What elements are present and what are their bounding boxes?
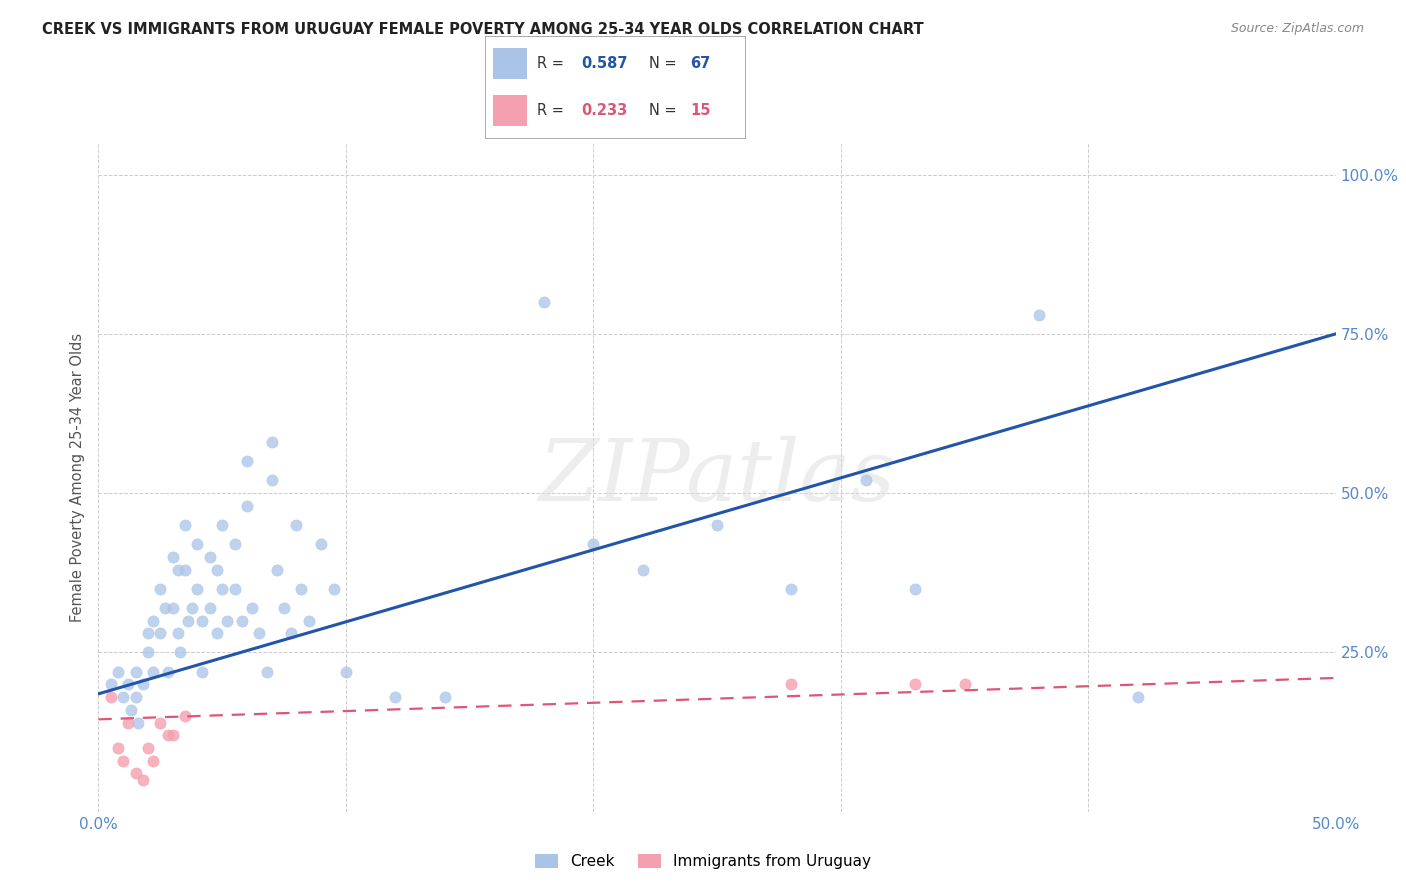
Point bbox=[162, 600, 184, 615]
Point bbox=[236, 454, 259, 468]
Point bbox=[384, 690, 406, 704]
Text: N =: N = bbox=[650, 56, 681, 70]
Point bbox=[280, 626, 302, 640]
Point bbox=[124, 665, 146, 679]
Point bbox=[149, 626, 172, 640]
Point bbox=[240, 600, 263, 615]
Point bbox=[260, 474, 283, 488]
Point bbox=[904, 582, 927, 596]
Point bbox=[100, 690, 122, 704]
Point bbox=[166, 563, 188, 577]
Point bbox=[149, 715, 172, 730]
Y-axis label: Female Poverty Among 25-34 Year Olds: Female Poverty Among 25-34 Year Olds bbox=[70, 333, 86, 622]
Point bbox=[100, 677, 122, 691]
Point bbox=[120, 703, 142, 717]
Point bbox=[136, 645, 159, 659]
Point bbox=[107, 665, 129, 679]
Point bbox=[706, 518, 728, 533]
Point bbox=[117, 677, 139, 691]
Point bbox=[780, 677, 803, 691]
Point bbox=[285, 518, 308, 533]
Point bbox=[112, 690, 135, 704]
Point bbox=[112, 754, 135, 768]
Bar bbox=[494, 48, 527, 78]
Text: ZIPatlas: ZIPatlas bbox=[538, 436, 896, 518]
Point bbox=[132, 677, 155, 691]
Point bbox=[309, 537, 332, 551]
Point bbox=[155, 600, 177, 615]
Point bbox=[198, 600, 221, 615]
Point bbox=[132, 772, 155, 787]
Point bbox=[211, 518, 233, 533]
Text: 0.233: 0.233 bbox=[581, 103, 627, 118]
Point bbox=[256, 665, 278, 679]
Point bbox=[322, 582, 344, 596]
Point bbox=[780, 582, 803, 596]
Point bbox=[142, 614, 165, 628]
Point bbox=[298, 614, 321, 628]
Text: N =: N = bbox=[650, 103, 681, 118]
Legend: Creek, Immigrants from Uruguay: Creek, Immigrants from Uruguay bbox=[529, 848, 877, 875]
Point bbox=[124, 766, 146, 780]
Point bbox=[142, 665, 165, 679]
Point bbox=[169, 645, 191, 659]
Point bbox=[217, 614, 239, 628]
Point bbox=[136, 741, 159, 756]
Point bbox=[117, 715, 139, 730]
Point bbox=[186, 537, 208, 551]
Point bbox=[266, 563, 288, 577]
Text: 0.587: 0.587 bbox=[581, 56, 628, 70]
Point bbox=[533, 295, 555, 310]
Point bbox=[855, 474, 877, 488]
Point bbox=[273, 600, 295, 615]
Point bbox=[224, 582, 246, 596]
Point bbox=[433, 690, 456, 704]
Point bbox=[174, 518, 197, 533]
Point bbox=[162, 549, 184, 564]
Text: R =: R = bbox=[537, 103, 568, 118]
Point bbox=[247, 626, 270, 640]
Point bbox=[186, 582, 208, 596]
Point bbox=[582, 537, 605, 551]
Point bbox=[162, 728, 184, 742]
Point bbox=[156, 665, 179, 679]
Point bbox=[107, 741, 129, 756]
Point bbox=[260, 435, 283, 450]
Point bbox=[953, 677, 976, 691]
Point bbox=[904, 677, 927, 691]
Point bbox=[124, 690, 146, 704]
Point bbox=[231, 614, 253, 628]
Point bbox=[176, 614, 198, 628]
Text: Source: ZipAtlas.com: Source: ZipAtlas.com bbox=[1230, 22, 1364, 36]
Point bbox=[205, 626, 228, 640]
Point bbox=[335, 665, 357, 679]
Point bbox=[142, 754, 165, 768]
Point bbox=[174, 563, 197, 577]
Point bbox=[198, 549, 221, 564]
Text: CREEK VS IMMIGRANTS FROM URUGUAY FEMALE POVERTY AMONG 25-34 YEAR OLDS CORRELATIO: CREEK VS IMMIGRANTS FROM URUGUAY FEMALE … bbox=[42, 22, 924, 37]
Point bbox=[205, 563, 228, 577]
Point bbox=[166, 626, 188, 640]
Point bbox=[149, 582, 172, 596]
Point bbox=[1028, 308, 1050, 322]
Point bbox=[211, 582, 233, 596]
Point bbox=[236, 499, 259, 513]
Point bbox=[156, 728, 179, 742]
Point bbox=[181, 600, 204, 615]
Point bbox=[136, 626, 159, 640]
Point bbox=[191, 665, 214, 679]
Text: 67: 67 bbox=[690, 56, 711, 70]
Text: R =: R = bbox=[537, 56, 568, 70]
Point bbox=[1126, 690, 1149, 704]
Point bbox=[127, 715, 149, 730]
Text: 15: 15 bbox=[690, 103, 711, 118]
Point bbox=[290, 582, 312, 596]
Bar bbox=[494, 95, 527, 126]
Point bbox=[191, 614, 214, 628]
Point bbox=[174, 709, 197, 723]
Point bbox=[224, 537, 246, 551]
Point bbox=[631, 563, 654, 577]
